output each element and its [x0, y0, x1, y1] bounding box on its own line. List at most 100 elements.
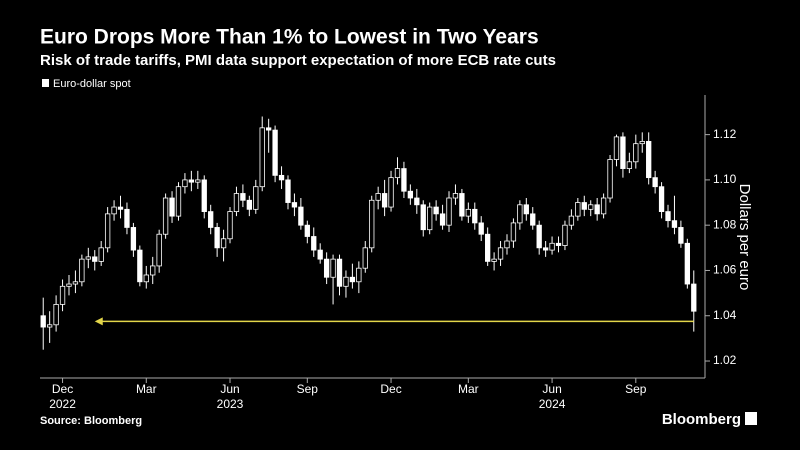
candle-body	[150, 265, 156, 276]
candle-body	[130, 227, 137, 251]
candle-body	[85, 256, 91, 260]
candle-body	[233, 193, 240, 212]
candle-body	[671, 220, 678, 228]
candle-body	[195, 179, 201, 183]
x-tick-label: Dec	[52, 382, 73, 396]
candle-body	[253, 186, 259, 210]
candle-body	[266, 127, 272, 131]
y-tick-label: 1.04	[713, 308, 737, 322]
candle-body	[156, 233, 162, 267]
candle-body	[446, 197, 452, 226]
arrow-head	[94, 317, 103, 326]
candle-body	[208, 211, 214, 228]
candle-body	[304, 224, 310, 237]
legend-label: Euro-dollar spot	[53, 78, 131, 90]
candle-body	[104, 213, 111, 249]
candle-body	[510, 222, 517, 242]
candle-body	[336, 258, 343, 287]
x-tick-label: Mar	[458, 382, 479, 396]
brand-icon	[745, 412, 757, 425]
candle-body	[59, 285, 66, 305]
candle-body	[381, 193, 388, 208]
candle-body	[562, 224, 568, 246]
x-year-label: 2024	[539, 397, 566, 411]
candle-body	[66, 283, 72, 287]
candle-body	[691, 283, 697, 312]
candle-body	[317, 249, 323, 260]
candle-body	[272, 129, 278, 176]
candle-body	[369, 199, 375, 249]
candle-body	[581, 202, 587, 210]
x-tick-label: Sep	[297, 382, 319, 396]
candle-body	[620, 136, 626, 169]
candle-body	[388, 177, 394, 208]
candle-body	[375, 193, 381, 201]
candle-body	[472, 208, 478, 224]
candle-body	[98, 247, 104, 262]
candle-body	[420, 204, 426, 231]
source: Source: Bloomberg	[40, 415, 142, 427]
y-tick-label: 1.06	[713, 263, 737, 277]
candle-body	[684, 242, 690, 285]
candle-body	[240, 193, 246, 201]
x-tick-label: Mar	[136, 382, 157, 396]
candle-body	[53, 304, 59, 326]
candle-body	[497, 247, 504, 260]
x-year-label: 2023	[217, 397, 244, 411]
candle-body	[639, 141, 645, 145]
candle-body	[459, 193, 465, 217]
candle-body	[439, 213, 446, 226]
candle-body	[278, 174, 285, 181]
candle-body	[542, 247, 549, 251]
candle-body	[356, 267, 362, 283]
candle-body	[646, 141, 652, 179]
y-tick-label: 1.08	[713, 217, 737, 231]
candle-body	[504, 240, 510, 249]
candle-body	[536, 224, 542, 249]
candle-body	[47, 324, 53, 328]
candle-body	[427, 206, 433, 231]
candle-body	[652, 177, 658, 188]
candle-body	[227, 211, 233, 240]
candle-body	[311, 236, 317, 251]
candle-body	[485, 233, 491, 262]
candle-body	[362, 247, 368, 269]
candle-body	[79, 258, 85, 283]
candle-body	[214, 227, 220, 249]
candle-body	[613, 136, 620, 160]
candle-body	[433, 206, 439, 215]
candle-body	[665, 211, 671, 222]
candle-body	[291, 202, 298, 208]
candle-body	[594, 204, 600, 215]
candle-body	[175, 186, 182, 217]
candle-body	[414, 197, 420, 206]
candle-body	[607, 159, 613, 199]
candle-body	[401, 168, 407, 192]
candle-body	[678, 227, 684, 244]
candle-body	[92, 256, 98, 262]
candle-body	[407, 190, 414, 199]
x-tick-label: Jun	[220, 382, 239, 396]
candle-body	[117, 206, 124, 210]
candle-body	[633, 143, 639, 163]
candle-body	[162, 197, 169, 235]
candle-body	[343, 276, 349, 287]
y-axis-title: Dollars per euro	[736, 184, 753, 291]
candle-body	[188, 179, 195, 183]
candle-body	[124, 208, 130, 228]
candle-body	[246, 199, 252, 210]
candle-body	[285, 179, 291, 203]
candle-body	[72, 281, 79, 285]
candle-body	[201, 179, 207, 212]
candle-body	[111, 206, 117, 215]
candle-body	[330, 258, 336, 278]
brand: Bloomberg	[662, 411, 741, 428]
candle-body	[465, 208, 471, 217]
x-tick-label: Jun	[542, 382, 561, 396]
x-tick-label: Dec	[380, 382, 401, 396]
x-tick-label: Sep	[625, 382, 647, 396]
chart-title: Euro Drops More Than 1% to Lowest in Two…	[40, 26, 539, 49]
candle-body	[491, 258, 497, 262]
candle-body	[517, 204, 523, 224]
